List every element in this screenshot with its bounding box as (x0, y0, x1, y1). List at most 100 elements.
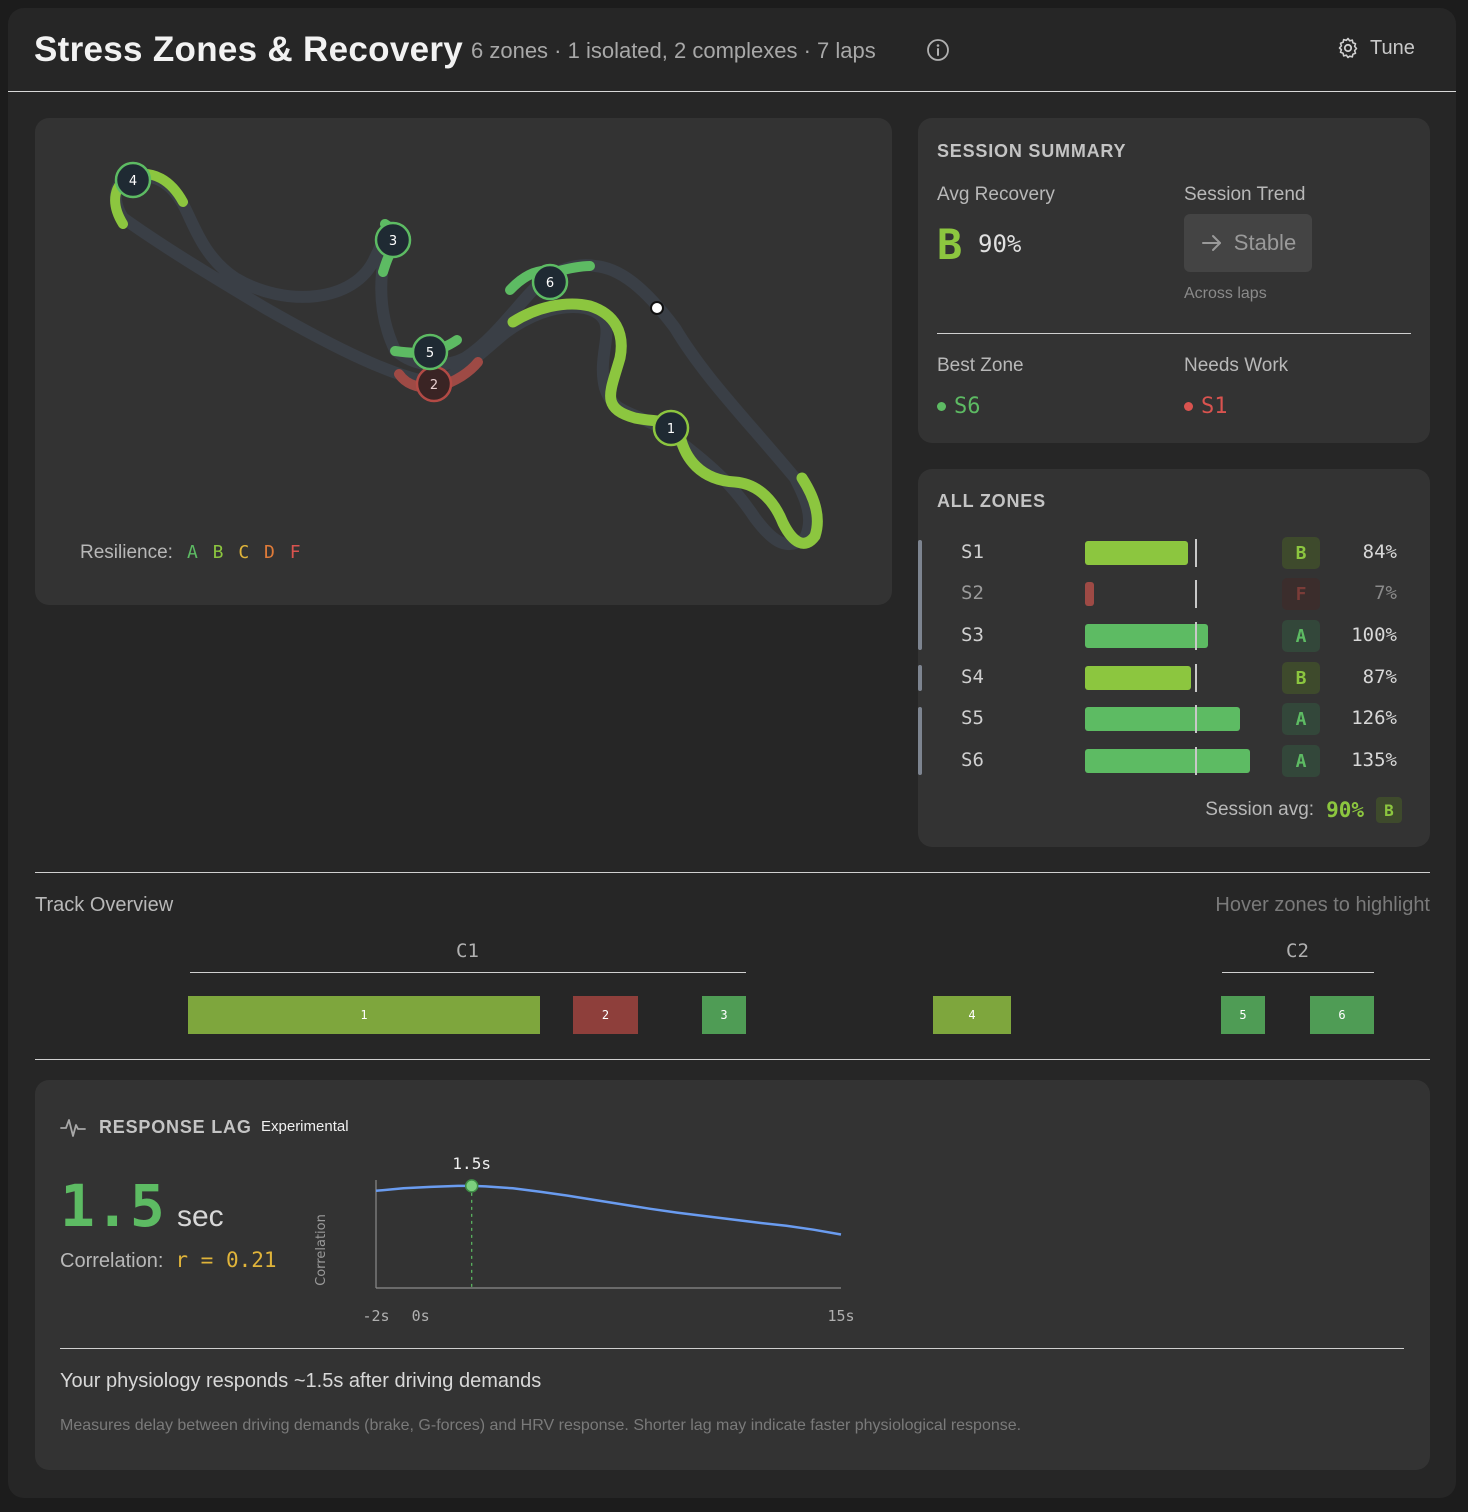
lag-note: Measures delay between driving demands (… (60, 1417, 1022, 1434)
zone-marker-4-label: 4 (129, 174, 137, 189)
zone-name: S5 (961, 707, 984, 729)
resilience-grades: A B C D F (187, 542, 303, 563)
response-lag-card: RESPONSE LAG Experimental 1.5 sec Correl… (35, 1080, 1430, 1470)
isolated-indicator (918, 665, 922, 691)
overview-segment-4[interactable]: 4 (933, 996, 1011, 1034)
needs-work-label: Needs Work (1184, 355, 1289, 376)
trend-note: Across laps (1184, 285, 1267, 302)
zone-grade-badge: A (1282, 703, 1320, 735)
zone-bar (1085, 580, 1251, 608)
zone-row-s5[interactable]: S5 A 126% (937, 703, 1407, 735)
chart-ylabel: Correlation (314, 1214, 329, 1286)
correlation: Correlation: r = 0.21 (60, 1248, 277, 1273)
zone-marker-1[interactable]: 1 (652, 409, 690, 447)
correlation-value: r = 0.21 (175, 1248, 277, 1272)
best-zone-value: S6 (954, 394, 981, 419)
session-avg-value: 90% (1326, 798, 1364, 822)
zone-pct: 135% (1351, 749, 1397, 771)
zone-bar-target (1195, 705, 1197, 733)
zone-pct: 126% (1351, 707, 1397, 729)
complex-indicator-c2 (918, 707, 922, 775)
overview-segment-5[interactable]: 5 (1221, 996, 1265, 1034)
overview-divider-bottom (35, 1059, 1430, 1060)
session-avg-grade: B (1376, 797, 1402, 823)
zone-marker-5-label: 5 (426, 346, 434, 361)
zone-bar-fill (1085, 541, 1188, 565)
overview-divider-top (35, 872, 1430, 873)
zone-row-s6[interactable]: S6 A 135% (937, 745, 1407, 777)
zone-grade-badge: A (1282, 745, 1320, 777)
zone-row-s2[interactable]: S2 F 7% (937, 578, 1407, 610)
chart-x-tick: -2s (362, 1307, 389, 1325)
zone-name: S3 (961, 624, 984, 646)
legend-grade-a: A (186, 542, 200, 563)
complex-label-c1: C1 (456, 940, 479, 962)
response-lag-title: RESPONSE LAG (99, 1117, 252, 1137)
zone-name: S6 (961, 749, 984, 771)
zone-marker-2[interactable]: 2 (415, 365, 453, 403)
avg-recovery-label: Avg Recovery (937, 184, 1055, 205)
chart-series-line (375, 1184, 842, 1236)
zone-name: S4 (961, 666, 984, 688)
header: Stress Zones & Recovery 6 zones · 1 isol… (8, 8, 1456, 92)
zone-marker-3[interactable]: 3 (374, 221, 412, 259)
zone-name: S1 (961, 541, 984, 563)
zone-row-s1[interactable]: S1 B 84% (937, 537, 1407, 569)
info-icon[interactable] (926, 38, 950, 62)
zone-bar (1085, 664, 1251, 692)
legend-grade-f: F (289, 542, 303, 563)
tune-button[interactable]: Tune (1336, 36, 1415, 60)
zone-pct: 7% (1374, 582, 1397, 604)
zone-bar-fill (1085, 749, 1250, 773)
zone-grade-badge: B (1282, 662, 1320, 694)
summary-divider (937, 333, 1411, 334)
correlation-label: Correlation: (60, 1250, 164, 1272)
complex-label-c2: C2 (1286, 940, 1309, 962)
track-map-card: 4 3 6 2 5 1 Resilience (35, 118, 892, 605)
arrow-right-icon (1201, 235, 1221, 251)
legend-grade-d: D (264, 542, 277, 563)
zone-marker-4[interactable]: 4 (114, 161, 152, 199)
trend-indicator: Stable (1184, 214, 1312, 272)
resilience-label: Resilience: (80, 542, 173, 563)
zone-row-s3[interactable]: S3 A 100% (937, 620, 1407, 652)
zone-grade-badge: A (1282, 620, 1320, 652)
trend-value: Stable (1233, 230, 1297, 255)
experimental-badge: Experimental (261, 1118, 349, 1135)
complex-indicator-c1 (918, 540, 922, 650)
zone-bar-fill (1085, 582, 1094, 606)
complex-bracket-c1 (190, 972, 746, 973)
zone-marker-6[interactable]: 6 (531, 263, 569, 301)
overview-segment-2[interactable]: 2 (573, 996, 638, 1034)
chart-peak-label: 1.5s (452, 1154, 491, 1173)
lag-message: Your physiology responds ~1.5s after dri… (60, 1370, 542, 1392)
zone-row-s4[interactable]: S4 B 87% (937, 662, 1407, 694)
zones-heading: ALL ZONES (937, 491, 1046, 511)
activity-icon (60, 1119, 86, 1137)
overview-segment-6[interactable]: 6 (1310, 996, 1374, 1034)
session-summary-card: SESSION SUMMARY Avg Recovery B 90% Sessi… (918, 118, 1430, 443)
track-map: 4 3 6 2 5 1 (109, 161, 823, 550)
legend-grade-c: C (238, 542, 252, 563)
needs-work-dot (1184, 402, 1193, 411)
session-average: Session avg: 90% B (1205, 797, 1402, 823)
best-zone[interactable]: S6 (937, 394, 981, 419)
page-subtitle: 6 zones · 1 isolated, 2 complexes · 7 la… (471, 38, 876, 63)
zone-bar (1085, 747, 1251, 775)
zone-marker-5[interactable]: 5 (411, 333, 449, 371)
avg-recovery-grade: B (937, 220, 963, 269)
zone-bar-target (1195, 664, 1197, 692)
overview-segment-3[interactable]: 3 (702, 996, 746, 1034)
needs-work-value: S1 (1201, 394, 1228, 419)
track-overview-title: Track Overview (35, 894, 174, 916)
resilience-legend: Resilience: A B C D F (80, 542, 303, 564)
zone-bar-fill (1085, 707, 1240, 731)
lag-value: 1.5 (60, 1172, 165, 1240)
overview-segment-1[interactable]: 1 (188, 996, 540, 1034)
needs-work-zone[interactable]: S1 (1184, 394, 1228, 419)
session-trend-label: Session Trend (1184, 184, 1306, 205)
zone-bar-target (1195, 622, 1197, 650)
car-position-marker (650, 301, 664, 315)
best-zone-dot (937, 402, 946, 411)
zone-name: S2 (961, 582, 984, 604)
